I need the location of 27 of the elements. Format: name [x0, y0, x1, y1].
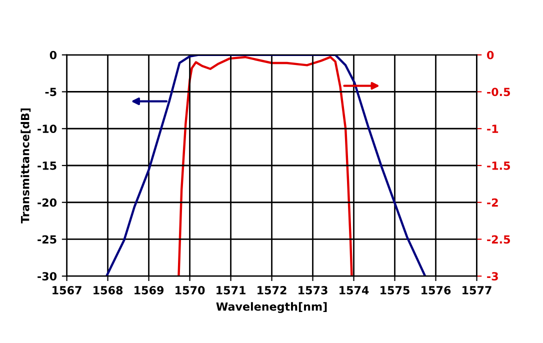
y-tick-label: -15 — [38, 162, 56, 170]
y2-tick-label: -0.5 — [487, 88, 510, 96]
y2-tick-label: -2.5 — [487, 235, 510, 244]
y-tick-label: -25 — [38, 235, 56, 244]
y2-tick-label: -3 — [487, 272, 498, 280]
x-axis-title: Wavelenegth[nm] — [216, 302, 327, 313]
y-tick-label: -30 — [38, 272, 57, 280]
x-tick-label: 1574 — [340, 286, 369, 294]
x-tick-label: 1575 — [380, 286, 410, 294]
x-tick-label: 1577 — [462, 286, 492, 294]
y-tick-label: -20 — [38, 198, 57, 207]
y2-tick-label: -1.5 — [487, 162, 510, 170]
y2-tick-label: -2 — [487, 198, 498, 207]
x-tick-label: 1573 — [298, 286, 328, 294]
y-tick-label: -5 — [45, 88, 56, 96]
y2-tick-label: -1 — [487, 124, 498, 133]
x-tick-label: 1567 — [52, 286, 82, 294]
x-tick-label: 1569 — [134, 286, 164, 294]
y-tick-label: -10 — [38, 124, 57, 134]
x-tick-label: 1570 — [176, 286, 205, 294]
x-tick-label: 1572 — [258, 286, 286, 294]
y-axis-title: Transmittance[dB] — [20, 108, 31, 224]
x-tick-label: 1571 — [216, 286, 246, 294]
x-tick-label: 1576 — [422, 286, 451, 294]
y-tick-label: 0 — [50, 50, 57, 60]
y2-tick-label: 0 — [487, 50, 494, 60]
x-tick-label: 1568 — [94, 286, 123, 294]
